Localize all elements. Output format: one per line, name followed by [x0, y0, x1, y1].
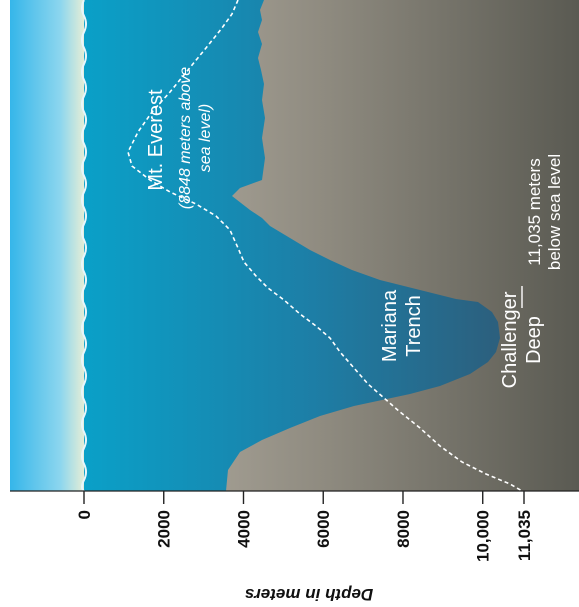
depth-tick-label-6: 11,035 [515, 510, 534, 561]
depth-axis-ticks: 0 2000 4000 6000 8000 10,000 11,035 [75, 491, 534, 562]
mt-everest-outline [127, 0, 523, 492]
sea-surface-line [81, 0, 87, 492]
depth-tick-label-0: 0 [75, 510, 94, 519]
everest-note-line-1: (8848 meters above [177, 67, 194, 209]
sky-strip [10, 0, 88, 491]
depth-tick-label-3: 6000 [314, 510, 333, 548]
depth-axis-title: Depth in meters [245, 585, 373, 604]
ocean-water-body [84, 0, 500, 491]
depth-tick-label-2: 4000 [234, 510, 253, 548]
everest-note-line-2: sea level) [197, 104, 214, 172]
challenger-deep-line-2: Deep [523, 316, 545, 364]
everest-label: Mt. Everest [145, 89, 167, 191]
depth-tick-label-5: 10,000 [474, 510, 493, 562]
trench-label-line-1: Mariana [379, 289, 401, 362]
depth-note-line-1: 11,035 meters [525, 158, 544, 265]
depth-tick-label-1: 2000 [155, 510, 174, 548]
challenger-deep-line-1: Challenger [499, 291, 521, 388]
depth-tick-label-4: 8000 [394, 510, 413, 548]
depth-note-line-2: below sea level [545, 154, 564, 270]
trench-label-line-2: Trench [403, 295, 425, 357]
